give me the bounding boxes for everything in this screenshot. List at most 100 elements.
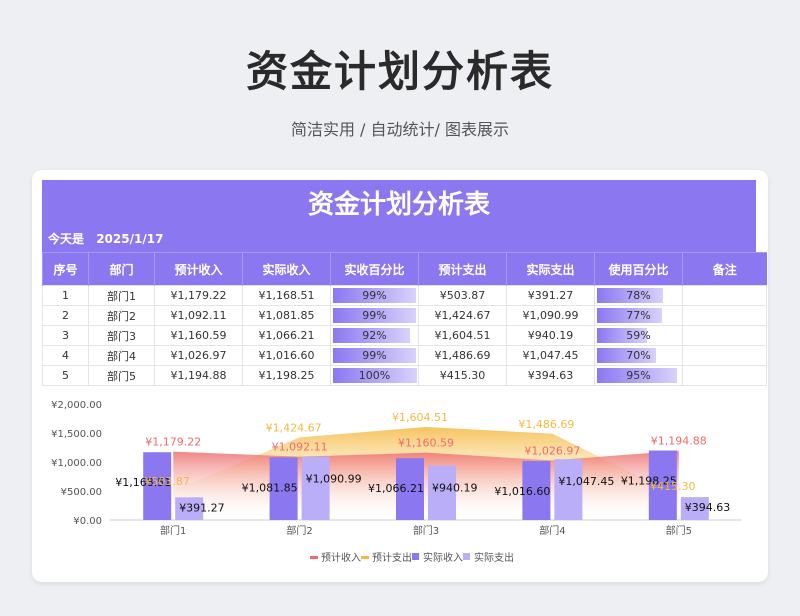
actual-expense-label: ¥394.63: [685, 501, 731, 514]
cell-act-income[interactable]: ¥1,081.85: [242, 305, 331, 326]
actual-expense-bar: [554, 459, 583, 520]
table-header-row: 序号 部门 预计收入 实际收入 实收百分比 预计支出 实际支出 使用百分比 备注: [42, 252, 767, 286]
pct-text: 95%: [626, 369, 651, 382]
cell-act-income[interactable]: ¥1,016.60: [242, 345, 331, 366]
cell-no[interactable]: 1: [42, 285, 89, 306]
est-expense-label: ¥1,486.69: [518, 418, 574, 431]
cell-use-pct[interactable]: 78%: [594, 285, 683, 306]
cell-dept[interactable]: 部门3: [88, 325, 155, 346]
header-cell[interactable]: 预计支出: [418, 252, 507, 286]
legend-swatch: [463, 553, 470, 560]
header-cell[interactable]: 实际收入: [242, 252, 331, 286]
cell-act-expense[interactable]: ¥391.27: [506, 285, 595, 306]
cell-dept[interactable]: 部门4: [88, 345, 155, 366]
sheet-header: 资金计划分析表 今天是 2025/1/17: [42, 180, 756, 252]
cell-act-expense[interactable]: ¥394.63: [506, 365, 595, 386]
legend-swatch: [412, 553, 419, 560]
cell-note[interactable]: [682, 345, 767, 366]
cell-dept[interactable]: 部门2: [88, 305, 155, 326]
x-tick-label: 部门2: [286, 524, 312, 537]
progress-fill: [597, 348, 656, 363]
cell-act-income[interactable]: ¥1,198.25: [242, 365, 331, 386]
y-tick-label: ¥0.00: [73, 516, 102, 527]
cell-income-pct[interactable]: 100%: [330, 365, 419, 386]
progress-fill: [597, 308, 662, 323]
cell-use-pct[interactable]: 95%: [594, 365, 683, 386]
cell-income-pct[interactable]: 99%: [330, 305, 419, 326]
cell-est-expense[interactable]: ¥1,486.69: [418, 345, 507, 366]
cell-note[interactable]: [682, 305, 767, 326]
cell-note[interactable]: [682, 285, 767, 306]
header-cell[interactable]: 预计收入: [154, 252, 243, 286]
cell-income-pct[interactable]: 92%: [330, 325, 419, 346]
header-cell[interactable]: 使用百分比: [594, 252, 683, 286]
actual-income-label: ¥1,198.25: [621, 475, 677, 488]
table-row[interactable]: 2 部门2 ¥1,092.11 ¥1,081.85 99% ¥1,424.67 ¥1,090…: [42, 305, 767, 326]
header-cell[interactable]: 备注: [682, 252, 767, 286]
progress-fill: [333, 368, 417, 383]
est-income-area: [173, 450, 679, 520]
est-expense-label: ¥415.30: [650, 480, 696, 493]
income-pct-bar: 100%: [331, 366, 418, 385]
est-expense-label: ¥1,604.51: [392, 411, 448, 424]
est-income-label: ¥1,179.22: [145, 436, 201, 449]
cell-act-expense[interactable]: ¥940.19: [506, 325, 595, 346]
cell-no[interactable]: 4: [42, 345, 89, 366]
cell-note[interactable]: [682, 365, 767, 386]
actual-expense-bar: [301, 456, 330, 520]
cell-act-income[interactable]: ¥1,168.51: [242, 285, 331, 306]
actual-expense-label: ¥1,090.99: [306, 473, 362, 486]
table-row[interactable]: 5 部门5 ¥1,194.88 ¥1,198.25 100% ¥415.30 ¥394.63…: [42, 365, 767, 386]
actual-income-bar: [143, 452, 172, 520]
cell-est-income[interactable]: ¥1,179.22: [154, 285, 243, 306]
cell-est-expense[interactable]: ¥415.30: [418, 365, 507, 386]
header-cell[interactable]: 实收百分比: [330, 252, 419, 286]
today-value: 2025/1/17: [96, 232, 164, 246]
actual-expense-label: ¥940.19: [432, 481, 478, 494]
cell-income-pct[interactable]: 99%: [330, 285, 419, 306]
progress-fill: [333, 348, 417, 363]
header-cell[interactable]: 序号: [42, 252, 89, 286]
cell-est-income[interactable]: ¥1,026.97: [154, 345, 243, 366]
header-cell[interactable]: 部门: [88, 252, 155, 286]
table-row[interactable]: 3 部门3 ¥1,160.59 ¥1,066.21 92% ¥1,604.51 ¥940.1…: [42, 325, 767, 346]
actual-expense-bar: [175, 497, 204, 520]
cell-est-income[interactable]: ¥1,092.11: [154, 305, 243, 326]
pct-text: 77%: [626, 309, 651, 322]
pct-text: 99%: [362, 309, 387, 322]
cell-est-expense[interactable]: ¥1,424.67: [418, 305, 507, 326]
cell-use-pct[interactable]: 70%: [594, 345, 683, 366]
cell-no[interactable]: 3: [42, 325, 89, 346]
cell-use-pct[interactable]: 77%: [594, 305, 683, 326]
cell-no[interactable]: 5: [42, 365, 89, 386]
table-row[interactable]: 4 部门4 ¥1,026.97 ¥1,016.60 99% ¥1,486.69 ¥1,047…: [42, 345, 767, 366]
cell-act-expense[interactable]: ¥1,090.99: [506, 305, 595, 326]
progress-fill: [333, 308, 417, 323]
legend-swatch: [361, 556, 369, 559]
cell-est-expense[interactable]: ¥503.87: [418, 285, 507, 306]
cell-no[interactable]: 2: [42, 305, 89, 326]
cell-act-expense[interactable]: ¥1,047.45: [506, 345, 595, 366]
cell-dept[interactable]: 部门1: [88, 285, 155, 306]
cell-act-income[interactable]: ¥1,066.21: [242, 325, 331, 346]
pct-text: 70%: [626, 349, 651, 362]
cell-est-income[interactable]: ¥1,194.88: [154, 365, 243, 386]
x-tick-label: 部门1: [160, 524, 186, 537]
progress-fill: [597, 288, 663, 303]
cell-note[interactable]: [682, 325, 767, 346]
y-tick-label: ¥1,000.00: [51, 458, 102, 469]
cell-income-pct[interactable]: 99%: [330, 345, 419, 366]
cell-dept[interactable]: 部门5: [88, 365, 155, 386]
cell-est-expense[interactable]: ¥1,604.51: [418, 325, 507, 346]
legend-label: 预计支出: [372, 551, 412, 564]
table-row[interactable]: 1 部门1 ¥1,179.22 ¥1,168.51 99% ¥503.87 ¥391.27 7…: [42, 285, 767, 306]
cell-use-pct[interactable]: 59%: [594, 325, 683, 346]
cell-est-income[interactable]: ¥1,160.59: [154, 325, 243, 346]
income-pct-bar: 99%: [331, 346, 418, 365]
est-income-label: ¥1,194.88: [651, 435, 707, 448]
page-subtitle: 简洁实用 / 自动统计/ 图表展示: [290, 120, 510, 139]
header-cell[interactable]: 实际支出: [506, 252, 595, 286]
est-expense-label: ¥1,424.67: [266, 421, 322, 434]
use-pct-bar: 70%: [595, 346, 682, 365]
actual-expense-label: ¥391.27: [179, 501, 225, 514]
